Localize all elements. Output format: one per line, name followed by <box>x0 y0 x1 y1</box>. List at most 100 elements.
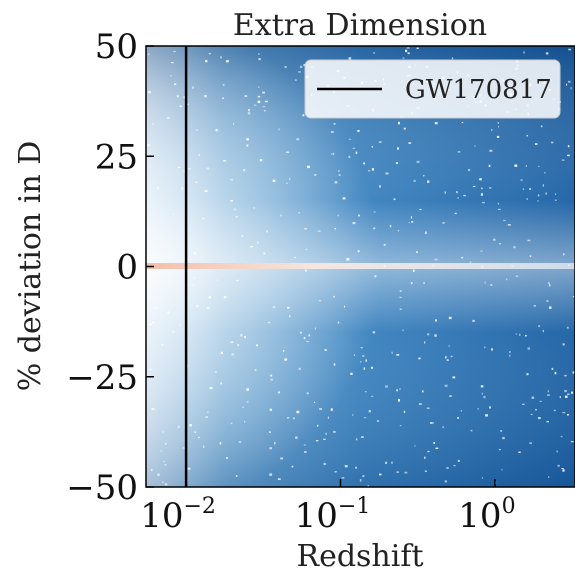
speckle <box>206 167 210 170</box>
speckle <box>531 396 535 399</box>
speckle <box>374 275 377 278</box>
speckle <box>427 180 430 183</box>
speckle <box>305 248 308 251</box>
speckle <box>296 138 300 141</box>
speckle <box>204 94 207 98</box>
speckle <box>368 410 371 413</box>
speckle <box>445 356 447 359</box>
speckle <box>474 145 476 147</box>
x-tick-label: 10−2 <box>140 494 216 536</box>
speckle <box>434 122 438 125</box>
speckle <box>477 408 480 410</box>
speckle <box>416 47 419 49</box>
x-tick-exponent: −2 <box>184 494 216 519</box>
speckle <box>333 363 336 366</box>
speckle <box>460 410 462 412</box>
speckle <box>198 153 201 157</box>
speckle <box>206 306 210 309</box>
speckle <box>360 347 363 349</box>
speckle <box>509 350 511 354</box>
speckle <box>419 208 422 211</box>
speckle <box>416 160 420 164</box>
speckle <box>284 358 288 361</box>
speckle <box>269 473 273 476</box>
speckle <box>385 172 389 175</box>
speckle <box>540 125 543 128</box>
speckle <box>164 483 168 486</box>
speckle <box>399 308 402 311</box>
speckle <box>402 57 405 59</box>
speckle <box>306 341 310 343</box>
speckle <box>406 47 410 49</box>
speckle <box>231 353 235 356</box>
speckle <box>397 147 400 150</box>
speckle <box>240 334 243 337</box>
speckle <box>344 305 346 308</box>
speckle <box>265 100 268 103</box>
speckle <box>248 108 250 112</box>
speckle <box>220 382 222 385</box>
speckle <box>424 456 426 459</box>
speckle <box>352 414 354 416</box>
speckle <box>529 442 532 445</box>
speckle <box>453 465 456 467</box>
speckle <box>338 174 341 176</box>
speckle <box>255 344 259 347</box>
speckle <box>421 390 424 393</box>
speckle <box>537 194 540 197</box>
speckle <box>244 95 248 97</box>
speckle <box>233 208 237 211</box>
speckle <box>303 444 306 446</box>
speckle <box>308 334 310 337</box>
speckle <box>491 348 493 351</box>
speckle <box>177 425 180 429</box>
speckle <box>306 392 309 395</box>
speckle <box>222 83 225 87</box>
speckle <box>195 181 198 183</box>
speckle <box>259 158 263 162</box>
y-tick-label: 25 <box>95 137 138 177</box>
speckle <box>567 393 570 396</box>
speckle <box>484 346 486 349</box>
speckle <box>342 197 346 200</box>
speckle <box>214 371 217 373</box>
speckle <box>289 178 291 180</box>
speckle <box>277 478 281 480</box>
speckle <box>223 296 227 299</box>
heatmap-area <box>146 46 575 487</box>
x-tick-exponent: −1 <box>338 494 370 519</box>
speckle <box>293 256 296 258</box>
speckle <box>507 224 511 226</box>
speckle <box>469 261 472 264</box>
speckle <box>546 421 550 423</box>
speckle <box>187 467 191 470</box>
speckle <box>405 49 408 53</box>
speckle <box>560 435 563 438</box>
speckle <box>296 410 300 414</box>
speckle <box>280 457 284 460</box>
speckle <box>360 361 362 363</box>
speckle <box>444 384 448 387</box>
speckle <box>164 464 167 466</box>
speckle <box>207 411 209 413</box>
speckle <box>172 330 175 333</box>
speckle <box>303 451 307 453</box>
chart-title: Extra Dimension <box>233 8 487 43</box>
speckle <box>165 442 167 445</box>
speckle <box>526 135 528 137</box>
speckle <box>522 188 525 190</box>
speckle <box>304 269 307 272</box>
speckle <box>159 281 162 283</box>
speckle <box>193 277 195 279</box>
speckle <box>515 333 518 335</box>
y-tick-label: −25 <box>66 358 138 398</box>
speckle <box>371 146 374 148</box>
speckle <box>402 329 404 331</box>
speckle <box>280 214 282 217</box>
speckle <box>247 112 251 115</box>
speckle <box>163 460 165 462</box>
speckle <box>244 421 246 423</box>
speckle <box>235 216 238 218</box>
speckle <box>567 145 570 148</box>
speckle <box>553 409 556 412</box>
